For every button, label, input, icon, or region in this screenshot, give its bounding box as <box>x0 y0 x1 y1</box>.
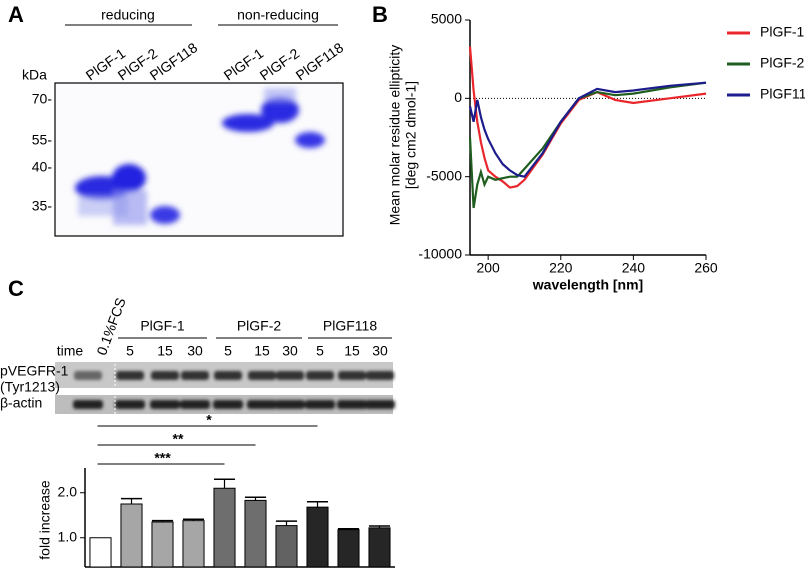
bar <box>151 521 174 568</box>
bar <box>275 525 298 568</box>
x-axis-label: wavelength [nm] <box>532 277 643 293</box>
bar <box>213 487 236 568</box>
x-tick-label: 260 <box>694 260 718 276</box>
y-tick-label: 2.0 <box>58 483 78 499</box>
blot-band <box>116 371 144 380</box>
marker-label: 55- <box>32 132 53 148</box>
lane-label: PlGF-1 <box>221 45 267 84</box>
condition-label: reducing <box>101 7 155 23</box>
y-axis-label: Mean molar residue ellipticity <box>387 45 403 226</box>
blot-band <box>305 400 335 409</box>
panel-label: C <box>8 276 24 301</box>
panel-label: A <box>8 2 24 27</box>
time-value: 15 <box>157 343 173 359</box>
series-line <box>468 81 707 209</box>
time-value: 15 <box>254 343 270 359</box>
legend-label: PlGF-2 <box>760 55 805 71</box>
marker-label: 35- <box>32 198 53 214</box>
blot-band <box>337 400 367 409</box>
blot-band <box>74 371 102 380</box>
blot-band <box>366 371 394 380</box>
time-value: 5 <box>224 343 232 359</box>
significance-label: *** <box>154 450 171 466</box>
bar <box>244 499 267 568</box>
time-label: time <box>57 343 84 359</box>
bar <box>337 529 360 568</box>
legend-label: PlGF118 <box>760 86 805 102</box>
blot-band <box>213 400 243 409</box>
control-label: 0.1%FCS <box>93 296 129 358</box>
blot-band <box>150 400 180 409</box>
series-line <box>468 46 707 189</box>
significance-label: * <box>206 412 212 428</box>
time-value: 30 <box>372 343 388 359</box>
blot-band <box>276 371 304 380</box>
blot-band <box>247 400 277 409</box>
y-axis-label: [deg cm2 dmol-1] <box>403 81 419 189</box>
time-value: 5 <box>126 343 134 359</box>
blot-band <box>73 400 103 409</box>
x-tick-label: 200 <box>476 260 500 276</box>
bar <box>89 537 112 568</box>
x-tick-label: 240 <box>622 260 646 276</box>
gel-bands <box>75 88 325 225</box>
blot-band <box>115 400 145 409</box>
time-value: 30 <box>187 343 203 359</box>
x-tick-label: 220 <box>549 260 573 276</box>
bar <box>182 520 205 568</box>
lane-label: PlGF118 <box>293 39 347 83</box>
blot-band <box>181 371 209 380</box>
y-axis-label: fold increase <box>37 480 53 560</box>
group-label: PlGF118 <box>323 318 377 334</box>
blot-band <box>275 400 305 409</box>
blot-band <box>365 400 395 409</box>
marker-label: 70- <box>32 91 53 107</box>
kda-label: kDa <box>22 67 47 83</box>
y-tick-label: -5000 <box>426 167 462 183</box>
blot-band <box>151 371 179 380</box>
condition-label: non-reducing <box>237 7 319 23</box>
blot-band <box>180 400 210 409</box>
time-value: 30 <box>282 343 298 359</box>
row-label: β-actin <box>0 395 42 411</box>
group-label: PlGF-1 <box>140 318 185 334</box>
y-tick-label: 0 <box>454 89 462 105</box>
y-tick-label: -10000 <box>418 246 462 262</box>
row-label: pVEGFR-1 <box>0 363 69 379</box>
group-label: PlGF-2 <box>237 318 282 334</box>
blot-band <box>214 371 242 380</box>
series-line <box>468 81 707 178</box>
blot-band <box>306 371 334 380</box>
blot-band <box>338 371 366 380</box>
row-label: (Tyr1213) <box>0 379 60 395</box>
time-value: 5 <box>316 343 324 359</box>
y-tick-label: 1.0 <box>58 528 78 544</box>
blot-bands <box>73 371 395 409</box>
marker-label: 40- <box>32 159 53 175</box>
bar <box>120 503 143 568</box>
bar <box>368 527 391 568</box>
lane-label: PlGF-2 <box>257 45 303 84</box>
y-tick-label: 5000 <box>431 11 462 27</box>
significance-label: ** <box>173 431 184 447</box>
legend-label: PlGF-1 <box>760 24 805 40</box>
time-value: 15 <box>344 343 360 359</box>
blot-band <box>248 371 276 380</box>
panel-label: B <box>372 2 388 27</box>
bar <box>306 506 329 568</box>
